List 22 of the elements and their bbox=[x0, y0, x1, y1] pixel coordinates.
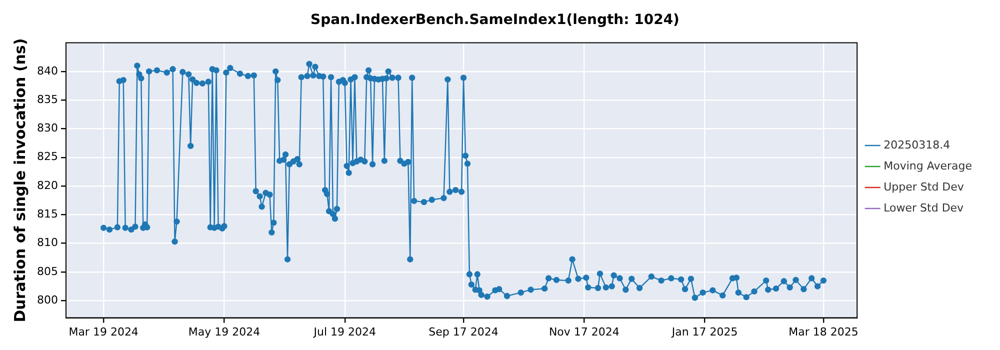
y-tick-label: 835 bbox=[36, 92, 58, 106]
legend-label: 20250318.4 bbox=[884, 138, 950, 152]
y-tick-label: 825 bbox=[36, 150, 58, 164]
x-tick-label: Jul 19 2024 bbox=[312, 325, 376, 338]
x-tick-label: Mar 19 2024 bbox=[68, 325, 138, 338]
y-tick-label: 815 bbox=[36, 208, 58, 221]
x-tick-label: May 19 2024 bbox=[188, 325, 260, 338]
y-tick-label: 840 bbox=[36, 64, 58, 78]
y-tick-label: 800 bbox=[36, 293, 58, 306]
x-tick-label: Sep 17 2024 bbox=[428, 325, 498, 338]
y-tick-label: 810 bbox=[36, 236, 58, 250]
legend-label: Moving Average bbox=[884, 159, 972, 172]
legend-label: Upper Std Dev bbox=[884, 180, 964, 194]
legend-label: Lower Std Dev bbox=[884, 201, 964, 214]
y-tick-label: 820 bbox=[36, 178, 58, 192]
x-tick-label: Mar 18 2025 bbox=[788, 325, 858, 338]
y-tick-label: 805 bbox=[36, 264, 58, 278]
chart-title: Span.IndexerBench.SameIndex1(length: 1024) bbox=[310, 12, 680, 28]
x-tick-label: Jan 17 2025 bbox=[670, 325, 738, 338]
x-tick-label: Nov 17 2024 bbox=[548, 325, 620, 338]
y-axis-title: Duration of single invocation (ns) bbox=[10, 38, 29, 322]
y-tick-label: 830 bbox=[36, 122, 58, 135]
